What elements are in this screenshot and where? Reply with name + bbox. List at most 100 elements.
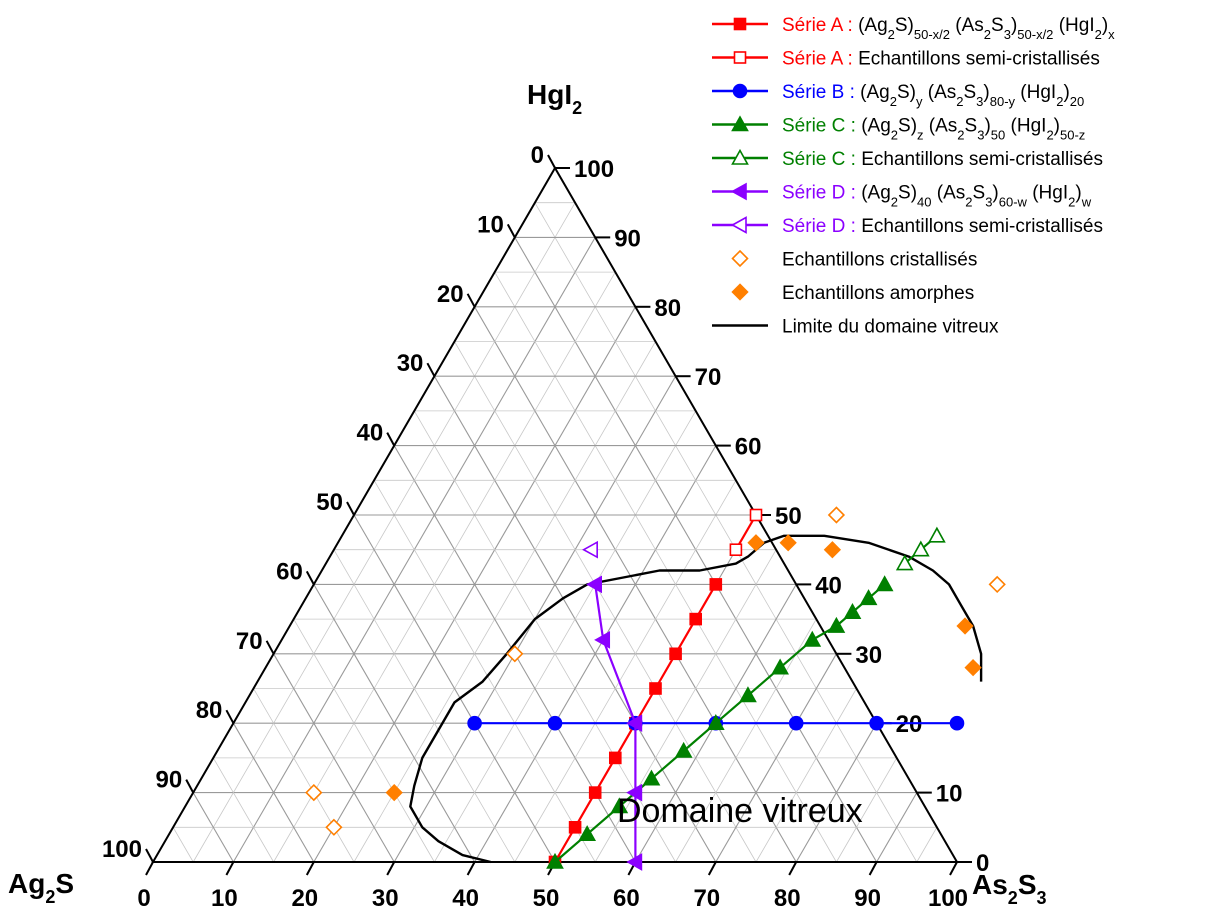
grid-line [192, 202, 576, 863]
grid-line [795, 722, 878, 863]
data-point [547, 715, 563, 731]
glass-domain-boundary [409, 534, 983, 864]
data-point [642, 769, 661, 786]
data-point [546, 852, 564, 869]
vertex-label-left: Ag2S [8, 868, 74, 907]
right-tick-label: 90 [614, 225, 641, 252]
grid-line [353, 341, 656, 863]
legend-text: Série D : (Ag2S)40 (As2S3)60-w (HgI2)w [782, 183, 1092, 210]
bottom-tick-label: 50 [533, 885, 560, 912]
data-point [827, 506, 846, 524]
data-point [626, 783, 643, 802]
data-point [779, 534, 797, 552]
data-point [706, 714, 725, 731]
legend-marker [732, 83, 748, 99]
right-tick-label: 50 [775, 503, 802, 530]
left-tick-label: 100 [102, 836, 142, 863]
data-point [964, 659, 982, 677]
ternary-grid [172, 202, 938, 863]
grid-line [836, 757, 898, 863]
legend-item: Echantillons cristallisés [731, 249, 977, 271]
legend-item: Série A : Echantillons semi-cristallisés [712, 49, 1100, 70]
data-series [305, 506, 1006, 871]
data-point [669, 647, 682, 661]
left-tick-label: 30 [397, 350, 424, 377]
left-tick-label: 70 [236, 628, 263, 655]
legend-item: Série D : (Ag2S)40 (As2S3)60-w (HgI2)w [712, 183, 1092, 210]
left-tick-label: 10 [477, 211, 504, 238]
legend-item: Série C : Echantillons semi-cristallisés [712, 148, 1103, 170]
data-point [827, 616, 846, 633]
data-point [788, 715, 804, 731]
bottom-tick [868, 861, 878, 876]
bottom-tick [305, 861, 315, 876]
bottom-tick-label: 70 [693, 885, 720, 912]
legend-text: Echantillons cristallisés [782, 250, 977, 271]
grid-line [333, 549, 516, 863]
data-point [582, 540, 598, 559]
legend-marker [733, 51, 747, 64]
vertex-label-right: As2S3 [972, 869, 1047, 908]
legend-marker [733, 17, 747, 31]
left-tick-label: 0 [531, 142, 544, 169]
legend-text: Série B : (Ag2S)y (As2S3)80-y (HgI2)20 [782, 82, 1084, 109]
data-point [843, 603, 862, 619]
left-tick [305, 570, 315, 585]
legend: Série A : (Ag2S)50-x/2 (As2S3)50-x/2 (Hg… [712, 15, 1115, 338]
left-tick-label: 90 [155, 767, 182, 794]
bottom-tick [225, 861, 235, 876]
right-tick-label: 40 [815, 572, 842, 599]
bottom-tick [788, 861, 798, 876]
legend-text: Série C : Echantillons semi-cristallisés [782, 149, 1103, 170]
tick-labels: 0 10 20 30 40 50 60 70 80 90 100010203040506070809… [102, 142, 989, 912]
data-point [988, 575, 1006, 594]
right-tick-label: 10 [936, 781, 963, 808]
vertex-labels: HgI2 Ag2S As2S3 [8, 79, 1047, 908]
data-point [803, 630, 822, 647]
legend-marker [731, 249, 749, 268]
grid-line [313, 584, 476, 863]
bottom-tick-label: 100 [928, 885, 968, 912]
right-tick-label: 20 [896, 711, 923, 738]
legend-text: Limite du domaine vitreux [782, 317, 999, 338]
data-point [749, 508, 763, 522]
left-tick [225, 709, 235, 724]
left-tick [346, 501, 355, 516]
grid-line [514, 480, 737, 863]
data-point [928, 526, 946, 543]
bottom-tick-label: 30 [372, 885, 399, 912]
data-point [747, 534, 765, 552]
grid-line [273, 271, 616, 863]
bottom-tick-label: 60 [613, 885, 640, 912]
left-tick [265, 640, 275, 655]
grid-line [353, 514, 556, 863]
right-tick-label: 30 [855, 642, 882, 669]
right-tick-label: 0 [976, 850, 989, 877]
data-point [588, 786, 602, 799]
data-point [467, 715, 482, 731]
left-tick-label: 80 [196, 697, 223, 724]
grid-line [192, 792, 234, 863]
data-point [385, 783, 403, 802]
legend-item: Série B : (Ag2S)y (As2S3)80-y (HgI2)20 [712, 82, 1084, 109]
legend-item: Série A : (Ag2S)50-x/2 (As2S3)50-x/2 (Hg… [712, 15, 1115, 42]
data-point [956, 617, 974, 635]
bottom-tick [707, 861, 717, 876]
legend-text: Série D : Echantillons semi-cristallisés [782, 216, 1103, 237]
right-tick-label: 60 [735, 434, 762, 461]
legend-item: Série C : (Ag2S)z (As2S3)50 (HgI2)50-z [712, 115, 1085, 142]
bottom-tick-label: 80 [774, 885, 801, 912]
grid-line [534, 202, 918, 863]
data-point [729, 543, 743, 557]
left-tick [466, 293, 476, 308]
data-point [771, 658, 789, 675]
bottom-tick-label: 10 [211, 885, 238, 912]
grid-line [172, 827, 194, 863]
grid-line [876, 792, 918, 863]
grid-line [715, 653, 837, 863]
data-point [823, 541, 842, 559]
data-point [586, 575, 603, 594]
left-tick [547, 154, 556, 169]
grid-line [413, 410, 676, 863]
legend-marker [731, 283, 749, 301]
